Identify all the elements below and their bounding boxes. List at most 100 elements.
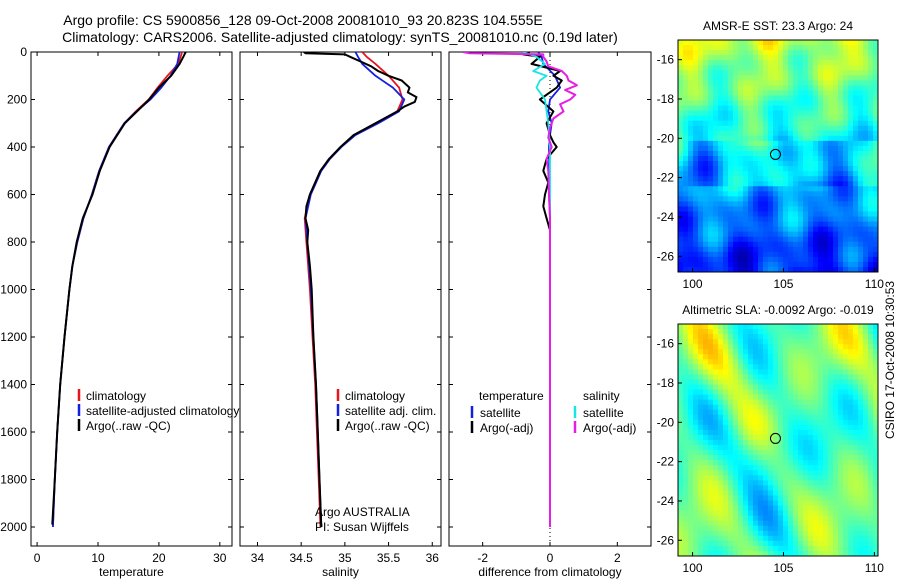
sst-heatmap-cell [758, 176, 764, 182]
sst-heatmap-cell [713, 85, 719, 91]
sla-heatmap-cell [853, 505, 859, 512]
sla-heatmap-cell [798, 495, 804, 501]
sst-heatmap-cell [678, 196, 684, 202]
sla-heatmap-cell [798, 450, 804, 456]
sst-heatmap-cell [838, 256, 844, 263]
sla-heatmap-cell [678, 480, 684, 486]
sla-heatmap-cell [688, 500, 694, 506]
sst-heatmap-cell [823, 115, 829, 122]
sla-heatmap-cell [703, 440, 709, 446]
sst-heatmap-cell [713, 246, 719, 253]
sla-heatmap-cell [868, 414, 874, 421]
sst-xtick-label: 110 [865, 277, 884, 291]
sla-heatmap-cell [733, 465, 739, 471]
sla-heatmap-cell [758, 440, 764, 446]
sst-heatmap-cell [863, 125, 869, 132]
sla-heatmap-cell [823, 445, 829, 451]
sst-heatmap-cell [748, 201, 754, 207]
sla-heatmap-cell [868, 399, 874, 406]
sla-heatmap-cell [718, 485, 724, 491]
sla-heatmap-cell [808, 480, 814, 486]
sla-heatmap-cell [828, 540, 834, 547]
sla-heatmap-cell [783, 404, 789, 411]
sla-heatmap-cell [758, 339, 764, 345]
sla-heatmap-cell [833, 414, 839, 421]
sst-heatmap-cell [843, 80, 849, 86]
sst-heatmap-cell [738, 90, 744, 96]
sst-heatmap-cell [848, 266, 854, 273]
sst-heatmap-cell [853, 256, 859, 263]
sst-heatmap-cell [813, 120, 819, 127]
sst-heatmap-cell [698, 211, 704, 217]
sst-heatmap-cell [833, 105, 839, 112]
sst-heatmap-cell [758, 130, 764, 137]
sst-heatmap-cell [733, 80, 739, 86]
sla-heatmap-cell [693, 409, 699, 416]
sst-heatmap-cell [798, 135, 804, 142]
sst-heatmap-cell [698, 150, 704, 157]
sla-heatmap-cell [793, 515, 799, 522]
sst-heatmap-cell [828, 201, 834, 207]
sla-heatmap-cell [748, 409, 754, 416]
diff-legend-label: Argo(-adj) [480, 421, 533, 435]
sst-heatmap-cell [763, 181, 769, 187]
sla-heatmap-cell [768, 414, 774, 421]
sla-heatmap-cell [863, 530, 869, 537]
sla-heatmap-cell [778, 525, 784, 532]
sst-heatmap-cell [723, 261, 729, 268]
sst-heatmap-cell [733, 95, 739, 101]
sst-heatmap-cell [793, 201, 799, 207]
sst-heatmap-cell [783, 166, 789, 172]
sla-heatmap-cell [778, 429, 784, 436]
sst-heatmap-cell [713, 251, 719, 258]
sla-heatmap-cell [703, 409, 709, 416]
sst-heatmap-cell [728, 150, 734, 157]
sla-heatmap-cell [698, 505, 704, 512]
sla-heatmap-cell [768, 535, 774, 542]
sst-heatmap-cell [808, 221, 814, 228]
sst-heatmap-cell [863, 231, 869, 238]
sla-heatmap-cell [783, 429, 789, 436]
sla-heatmap-cell [848, 525, 854, 532]
sla-heatmap-cell [843, 440, 849, 446]
sst-heatmap-cell [733, 50, 739, 56]
sla-heatmap-cell [773, 419, 779, 426]
sst-heatmap-cell [863, 241, 869, 248]
sla-heatmap-cell [873, 424, 879, 431]
sst-heatmap-cell [808, 85, 814, 91]
sst-heatmap-cell [743, 226, 749, 233]
sst-heatmap-cell [693, 145, 699, 152]
sla-heatmap-cell [763, 369, 769, 375]
sst-heatmap-cell [748, 171, 754, 177]
sla-heatmap-cell [768, 525, 774, 532]
sla-heatmap-cell [718, 349, 724, 355]
sla-heatmap-cell [728, 465, 734, 471]
sla-heatmap-cell [818, 530, 824, 537]
sst-heatmap-cell [678, 145, 684, 152]
sst-heatmap-cell [703, 261, 709, 268]
sla-heatmap-cell [678, 414, 684, 421]
sla-heatmap-cell [708, 515, 714, 522]
sla-heatmap-cell [818, 384, 824, 390]
sst-heatmap-cell [753, 156, 759, 162]
sst-heatmap-cell [858, 110, 864, 117]
sla-heatmap-cell [808, 520, 814, 527]
sst-heatmap-cell [828, 171, 834, 177]
sst-heatmap-cell [768, 135, 774, 142]
sst-heatmap-cell [703, 60, 709, 66]
sla-heatmap-cell [678, 450, 684, 456]
sla-heatmap-cell [733, 379, 739, 385]
sst-heatmap-cell [868, 45, 874, 51]
sla-heatmap-cell [768, 475, 774, 481]
sla-heatmap-cell [753, 515, 759, 522]
sla-heatmap-cell [698, 334, 704, 340]
sla-heatmap-cell [693, 369, 699, 375]
sla-heatmap-cell [698, 485, 704, 491]
sst-heatmap-cell [773, 80, 779, 86]
sst-heatmap-cell [678, 216, 684, 222]
sla-heatmap-cell [823, 465, 829, 471]
sla-heatmap-cell [683, 404, 689, 411]
sla-heatmap-cell [698, 354, 704, 360]
sst-heatmap-cell [848, 105, 854, 112]
